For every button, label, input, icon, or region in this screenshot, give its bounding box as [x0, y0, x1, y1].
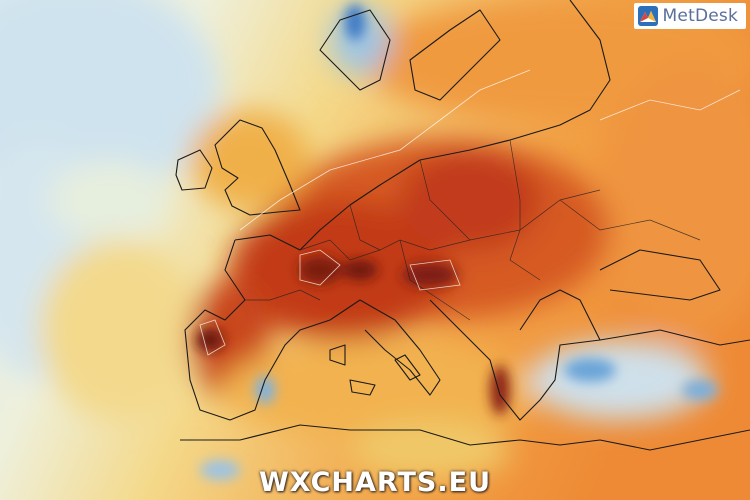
watermark: WXCHARTS.EU	[258, 467, 491, 498]
logo-text: MetDesk	[662, 6, 738, 26]
borders	[245, 139, 701, 321]
coastlines	[175, 0, 750, 451]
contours	[199, 69, 741, 356]
metdesk-logo: MetDesk	[633, 3, 746, 29]
logo-icon	[637, 6, 658, 26]
